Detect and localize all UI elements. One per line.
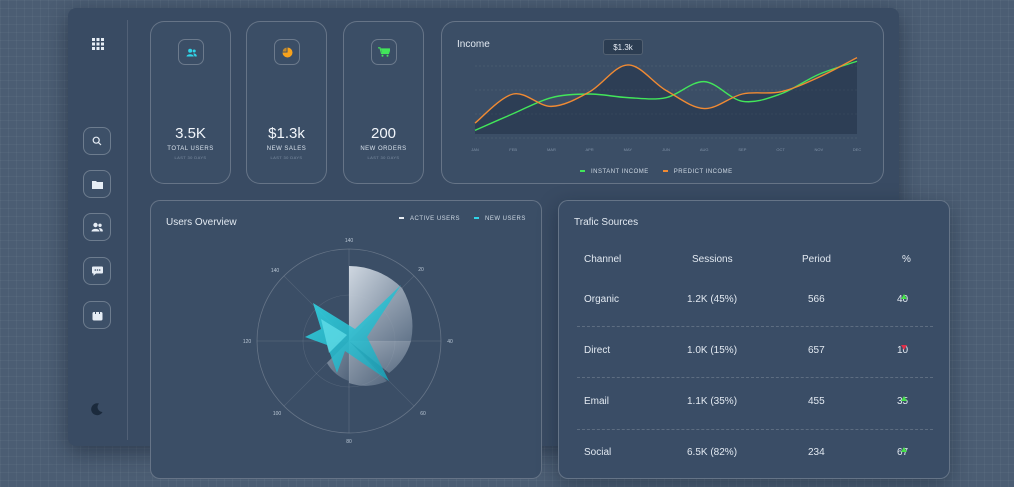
income-chart: JAN FEB MAR APR MAY JUN AUG SEP OCT NOV DEC [471, 57, 862, 152]
cell-period: 234 [808, 447, 825, 458]
income-title: Income [457, 39, 490, 50]
cell-sessions: 1.1K (35%) [687, 396, 738, 407]
polar-label: 100 [273, 411, 282, 417]
traffic-sources-card: Trafic Sources Channel Sessions Period %… [558, 200, 950, 479]
row-divider [577, 429, 933, 430]
table-row[interactable]: Social 6.5K (82%) 234 67 [584, 447, 909, 458]
cart-icon [371, 39, 397, 65]
new-users-shape [305, 285, 401, 381]
x-tick-label: OCT [776, 147, 785, 152]
cell-period: 455 [808, 396, 825, 407]
stat-label: TOTAL USERS [167, 146, 214, 152]
stat-period: LAST 30 DAYS [367, 155, 400, 160]
trend-down-icon [901, 345, 907, 350]
moon-icon[interactable] [90, 402, 104, 416]
cell-sessions: 6.5K (82%) [687, 447, 738, 458]
users-icon [91, 222, 103, 232]
legend-instant-income[interactable]: INSTANT INCOME [580, 169, 649, 175]
legend-new-users[interactable]: NEW USERS [474, 216, 526, 222]
trend-up-icon [901, 447, 907, 452]
income-chart-card: JAN FEB MAR APR MAY JUN AUG SEP OCT NOV DEC Income… [441, 21, 884, 184]
shop-button[interactable] [83, 301, 111, 329]
traffic-title: Trafic Sources [574, 217, 639, 228]
bag-icon [92, 309, 102, 320]
chat-icon [91, 266, 103, 276]
stat-label: NEW ORDERS [360, 146, 407, 152]
stat-card-total-users: 3.5K TOTAL USERS LAST 30 DAYS [150, 21, 231, 184]
legend-active-users[interactable]: ACTIVE USERS [399, 216, 460, 222]
x-tick-label: DEC [853, 147, 862, 152]
new-users-highlight [321, 319, 347, 353]
cell-channel: Organic [584, 294, 620, 305]
x-tick-label: FEB [509, 147, 517, 152]
x-tick-label: MAR [547, 147, 556, 152]
stat-period: LAST 30 DAYS [270, 155, 303, 160]
stat-value: 200 [370, 125, 397, 142]
pie-chart-icon [274, 39, 300, 65]
trend-up-icon [901, 294, 907, 299]
cell-channel: Email [584, 396, 610, 407]
table-row[interactable]: Direct 1.0K (15%) 657 10 [584, 345, 909, 356]
cell-channel: Social [584, 447, 612, 458]
x-tick-label: MAY [624, 147, 633, 152]
users-legend: ACTIVE USERS NEW USERS [399, 216, 526, 222]
column-header-sessions[interactable]: Sessions [692, 254, 733, 265]
x-tick-label: JAN [471, 147, 479, 152]
users-polar-chart: 140 20 40 60 80 100 120 140 [243, 238, 453, 445]
files-button[interactable] [83, 170, 111, 198]
users-overview-title: Users Overview [166, 217, 237, 228]
stat-value: 3.5K [175, 125, 206, 142]
cell-period: 566 [808, 294, 825, 305]
polar-ring-outer [256, 248, 442, 434]
x-tick-label: SEP [738, 147, 746, 152]
x-tick-label: JUN [662, 147, 670, 152]
legend-predict-income[interactable]: PREDICT INCOME [662, 169, 733, 175]
column-header-percent[interactable]: % [902, 254, 911, 265]
x-tick-label: APR [585, 147, 593, 152]
grid-icon[interactable] [92, 38, 104, 50]
column-header-channel[interactable]: Channel [584, 254, 622, 265]
table-row[interactable]: Organic 1.2K (45%) 566 40 [584, 294, 909, 305]
cell-period: 657 [808, 345, 825, 356]
income-legend: INSTANT INCOME PREDICT INCOME [580, 169, 733, 175]
polar-label: 140 [271, 268, 280, 274]
stat-period: LAST 30 DAYS [174, 155, 207, 160]
stat-card-new-orders: 200 NEW ORDERS LAST 30 DAYS [343, 21, 424, 184]
polar-label: 20 [418, 267, 424, 273]
polar-label: 120 [243, 339, 252, 345]
column-header-period[interactable]: Period [802, 254, 831, 265]
search-icon [92, 136, 102, 146]
cell-sessions: 1.0K (15%) [687, 345, 738, 356]
stat-label: NEW SALES [266, 146, 307, 152]
row-divider [577, 326, 933, 327]
trend-up-icon [901, 396, 907, 401]
row-divider [577, 377, 933, 378]
income-area [475, 57, 857, 134]
search-button[interactable] [83, 127, 111, 155]
polar-label: 140 [345, 238, 354, 244]
x-tick-label: AUG [700, 147, 709, 152]
stat-value: $1.3k [268, 125, 305, 142]
users-button[interactable] [83, 213, 111, 241]
table-row[interactable]: Email 1.1K (35%) 455 35 [584, 396, 909, 407]
cell-sessions: 1.2K (45%) [687, 294, 738, 305]
x-tick-label: NOV [814, 147, 823, 152]
polar-label: 60 [420, 411, 426, 417]
predict-income-line [474, 57, 858, 124]
stat-card-new-sales: $1.3k NEW SALES LAST 30 DAYS [246, 21, 327, 184]
users-overview-card: 140 20 40 60 80 100 120 140 Users Overvi… [150, 200, 542, 479]
folder-icon [91, 180, 103, 189]
cell-channel: Direct [584, 345, 611, 356]
messages-button[interactable] [83, 257, 111, 285]
income-tooltip: $1.3k [603, 39, 643, 55]
users-icon [178, 39, 204, 65]
sidebar-divider [127, 20, 128, 440]
polar-label: 80 [346, 439, 352, 445]
polar-label: 40 [447, 339, 453, 345]
